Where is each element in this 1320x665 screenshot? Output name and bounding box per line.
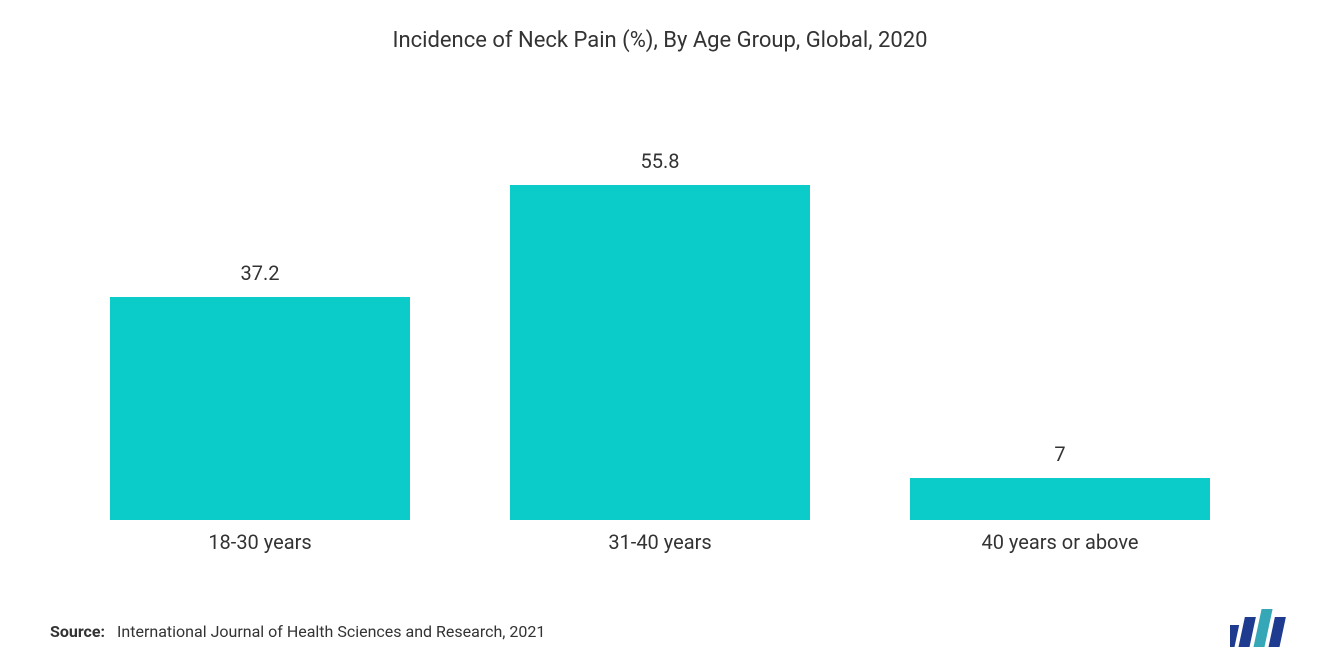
chart-title-text: Incidence of Neck Pain (%), By Age Group… — [392, 28, 927, 53]
bar-group: 37.2 — [100, 261, 420, 520]
category-label: 40 years or above — [900, 530, 1220, 554]
source-label: Source: — [50, 622, 105, 641]
chart-plot-area: 37.2 55.8 7 — [100, 80, 1220, 520]
chart-container: Incidence of Neck Pain (%), By Age Group… — [0, 0, 1320, 665]
category-label: 18-30 years — [100, 530, 420, 554]
bar-group: 7 — [900, 442, 1220, 520]
category-label: 31-40 years — [500, 530, 820, 554]
source-citation: Source: International Journal of Health … — [50, 622, 545, 641]
bars-row: 37.2 55.8 7 — [100, 80, 1220, 520]
bar-value-label: 7 — [1054, 442, 1065, 466]
chart-title: Incidence of Neck Pain (%), By Age Group… — [0, 28, 1320, 53]
source-text: International Journal of Health Sciences… — [117, 622, 545, 641]
bar — [110, 297, 410, 520]
bar-value-label: 37.2 — [241, 261, 280, 285]
category-labels-row: 18-30 years 31-40 years 40 years or above — [100, 530, 1220, 554]
bar-group: 55.8 — [500, 149, 820, 520]
bar — [910, 478, 1210, 520]
mordor-logo-icon — [1230, 607, 1290, 647]
bar — [510, 185, 810, 520]
bar-value-label: 55.8 — [641, 149, 680, 173]
